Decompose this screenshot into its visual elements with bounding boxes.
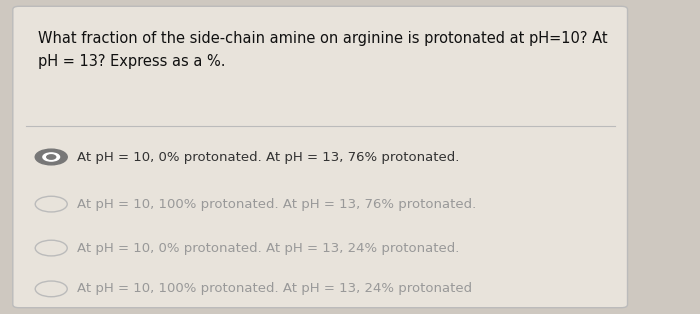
- Text: At pH = 10, 100% protonated. At pH = 13, 24% protonated: At pH = 10, 100% protonated. At pH = 13,…: [77, 282, 472, 295]
- Circle shape: [43, 153, 60, 161]
- Text: At pH = 10, 100% protonated. At pH = 13, 76% protonated.: At pH = 10, 100% protonated. At pH = 13,…: [77, 198, 476, 211]
- Text: At pH = 10, 0% protonated. At pH = 13, 24% protonated.: At pH = 10, 0% protonated. At pH = 13, 2…: [77, 241, 459, 255]
- Circle shape: [47, 155, 56, 159]
- Circle shape: [35, 149, 67, 165]
- FancyBboxPatch shape: [13, 6, 627, 308]
- Text: What fraction of the side-chain amine on arginine is protonated at pH=10? At
pH : What fraction of the side-chain amine on…: [38, 31, 608, 68]
- Text: At pH = 10, 0% protonated. At pH = 13, 76% protonated.: At pH = 10, 0% protonated. At pH = 13, 7…: [77, 150, 459, 164]
